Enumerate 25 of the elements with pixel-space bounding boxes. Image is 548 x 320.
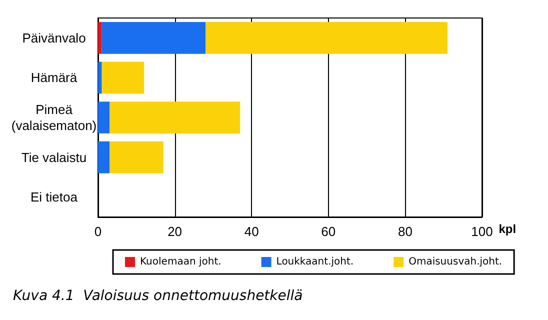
x-tick-label: 60 — [321, 224, 336, 239]
legend-label: Loukkaant.joht. — [276, 256, 354, 268]
bar — [102, 22, 206, 54]
bar — [98, 102, 110, 134]
x-tick-label: 20 — [168, 224, 182, 239]
y-tick-label: Pimeä (valaisematon) — [11, 102, 97, 133]
y-tick-label: Tie valaistu — [21, 150, 87, 165]
legend-label: Omaisuusvah.joht. — [408, 256, 502, 268]
x-tick-label: 100 — [471, 224, 493, 239]
y-tick-label: Hämärä — [30, 70, 78, 86]
bar — [98, 62, 102, 94]
y-tick-label: Päivänvalo — [22, 30, 86, 46]
x-tick-label: 80 — [398, 224, 412, 239]
x-tick-label: 40 — [244, 224, 259, 239]
x-tick-label: 0 — [94, 224, 102, 239]
bar — [206, 22, 448, 54]
legend-label: Kuolemaan joht. — [140, 256, 222, 268]
bar — [98, 22, 102, 54]
bar — [98, 141, 110, 174]
x-axis-title: kpl — [498, 222, 516, 236]
y-tick-label: Ei tietoa — [30, 190, 78, 205]
bar — [110, 102, 240, 134]
text: Kuva 4.1 Valoisuus onnettomuushetkellä — [13, 288, 303, 304]
bar — [102, 62, 144, 94]
bar — [110, 141, 164, 174]
